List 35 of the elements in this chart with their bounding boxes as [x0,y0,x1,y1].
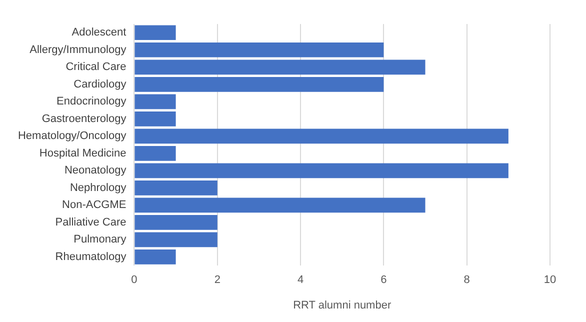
x-tick-label: 0 [131,274,138,286]
bar [134,76,384,92]
bar [134,42,384,58]
x-tick-label: 6 [380,274,387,286]
x-tick-label: 2 [214,274,220,286]
bar [134,94,176,110]
bar [134,198,426,213]
bar [134,146,176,161]
y-tick-label: Gastroenterology [42,112,127,125]
bar [134,25,176,40]
bar [134,128,508,144]
y-tick-label: Hospital Medicine [39,147,126,160]
y-tick-label: Allergy/Immunology [30,44,127,56]
y-tick-label: Rheumatology [55,251,127,264]
x-axis-title: RRT alumni number [293,299,392,312]
bar [134,215,218,230]
y-tick-label: Cardiology [74,78,127,90]
y-tick-label: Neonatology [64,164,127,177]
bar [134,60,426,75]
bar [134,232,218,248]
x-tick-label: 4 [297,274,304,286]
y-tick-label: Pulmonary [74,234,127,246]
bar [134,163,508,178]
y-tick-label: Critical Care [66,61,126,74]
y-tick-label: Hematology/Oncology [18,130,127,142]
x-tick-label: 10 [544,274,556,286]
y-tick-label: Adolescent [72,26,126,39]
y-tick-label: Non-ACGME [62,199,126,212]
y-tick-label: Endocrinology [56,96,127,108]
x-tick-label: 8 [464,274,470,286]
bar [134,111,176,126]
y-tick-label: Nephrology [70,182,127,194]
bar [134,180,218,196]
bar [134,250,176,264]
y-tick-label: Palliative Care [55,216,126,228]
